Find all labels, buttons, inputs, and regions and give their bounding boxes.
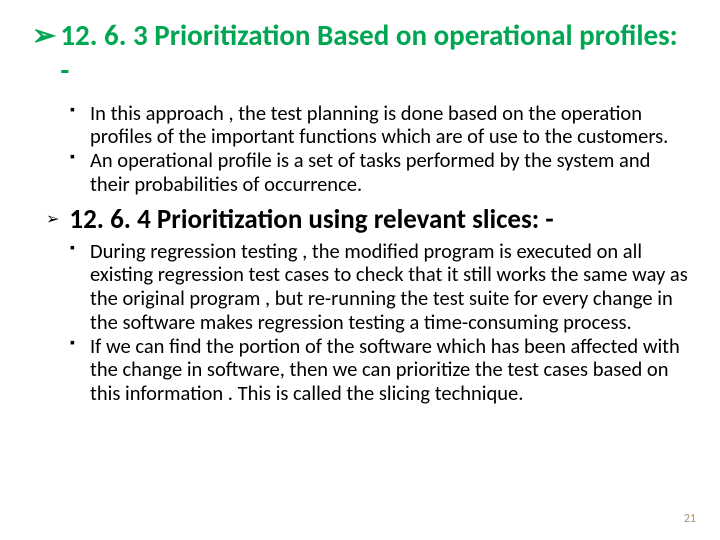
list-item: If we can find the portion of the softwa… <box>70 335 688 406</box>
list-item: In this approach , the test planning is … <box>70 102 688 150</box>
section-heading-2-row: ➢ 12. 6. 4 Prioritization using relevant… <box>46 203 688 236</box>
arrow-right-icon: ➢ <box>32 18 56 53</box>
heading-1-text: 12. 6. 3 Prioritization Based on operati… <box>60 18 688 88</box>
bullet-list-a: In this approach , the test planning is … <box>32 102 688 197</box>
page-number: 21 <box>684 512 696 526</box>
arrow-right-icon: ➢ <box>46 209 59 229</box>
heading-2-text: 12. 6. 4 Prioritization using relevant s… <box>69 203 553 236</box>
list-item: During regression testing , the modified… <box>70 240 688 335</box>
list-item: An operational profile is a set of tasks… <box>70 149 688 197</box>
bullet-list-b: During regression testing , the modified… <box>32 240 688 406</box>
section-heading-1: ➢ 12. 6. 3 Prioritization Based on opera… <box>32 18 688 88</box>
